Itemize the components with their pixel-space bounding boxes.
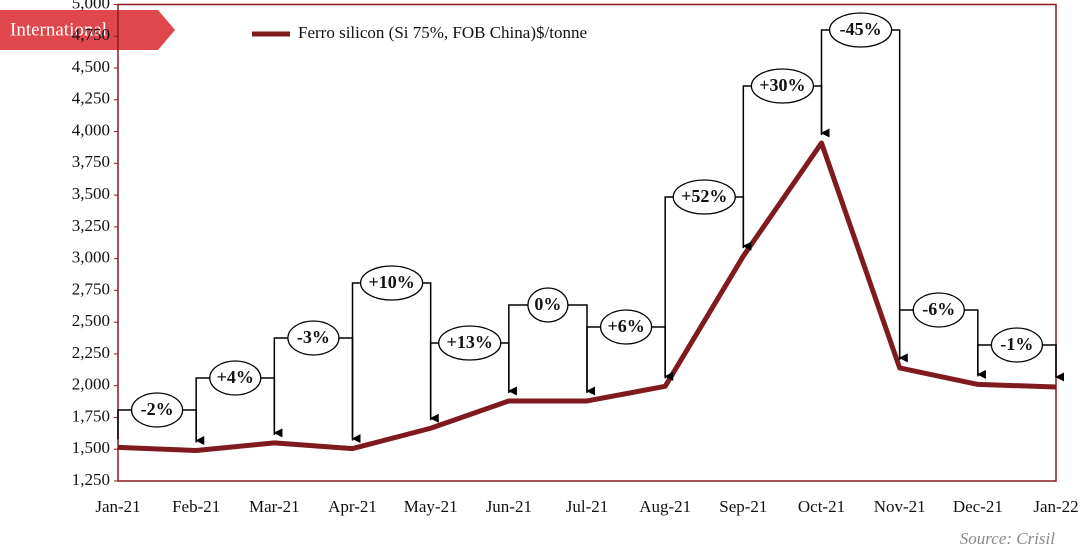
annotation-label: 0% bbox=[534, 294, 561, 314]
y-tick-label: 5,000 bbox=[72, 0, 110, 12]
annotation-label: -1% bbox=[1000, 334, 1033, 354]
annotation-bracket bbox=[664, 196, 752, 379]
y-tick-label: 3,500 bbox=[72, 184, 110, 203]
x-tick-label: Aug-21 bbox=[639, 497, 691, 516]
y-tick-label: 2,750 bbox=[72, 279, 110, 298]
annotation-label: +6% bbox=[607, 316, 644, 336]
badge-bg bbox=[0, 10, 175, 50]
series-line bbox=[117, 140, 1057, 454]
annotation-label: -45% bbox=[840, 19, 882, 39]
y-tick-label: 2,250 bbox=[72, 343, 110, 362]
y-tick-label: 4,500 bbox=[72, 57, 110, 76]
x-tick-label: Mar-21 bbox=[249, 497, 300, 516]
y-tick-label: 1,250 bbox=[72, 470, 110, 489]
annotation-label: +52% bbox=[681, 186, 727, 206]
annotation-oval bbox=[438, 325, 502, 361]
x-tick-label: Jun-21 bbox=[486, 497, 532, 516]
x-tick-label: Dec-21 bbox=[953, 497, 1003, 516]
y-tick-label: 2,000 bbox=[72, 375, 110, 394]
y-tick-label: 3,250 bbox=[72, 216, 110, 235]
annotation-label: -3% bbox=[297, 327, 330, 347]
x-tick-label: Jan-21 bbox=[95, 497, 140, 516]
y-tick-label: 4,750 bbox=[72, 25, 110, 44]
annotation-label: +13% bbox=[447, 332, 493, 352]
x-tick-label: May-21 bbox=[404, 497, 458, 516]
x-tick-label: Sep-21 bbox=[719, 497, 767, 516]
annotation-bracket bbox=[742, 85, 830, 249]
annotation-oval bbox=[287, 320, 340, 356]
x-tick-label: Feb-21 bbox=[172, 497, 220, 516]
annotation-label: -6% bbox=[922, 299, 955, 319]
x-tick-label: Oct-21 bbox=[798, 497, 845, 516]
annotation-label: -2% bbox=[141, 399, 174, 419]
annotation-oval bbox=[912, 292, 965, 328]
annotation-oval bbox=[359, 265, 424, 301]
annotation-label: +4% bbox=[217, 367, 254, 387]
annotation-label: +10% bbox=[368, 272, 414, 292]
badge: International bbox=[10, 19, 107, 40]
annotation-oval bbox=[750, 68, 815, 104]
annotation-bracket bbox=[820, 29, 908, 363]
x-tick-label: Jul-21 bbox=[566, 497, 609, 516]
x-tick-label: Nov-21 bbox=[874, 497, 926, 516]
annotation-oval bbox=[990, 327, 1044, 363]
y-tick-label: 4,000 bbox=[72, 120, 110, 139]
y-tick-label: 3,000 bbox=[72, 248, 110, 267]
x-tick-label: Jan-22 bbox=[1033, 497, 1078, 516]
annotation-oval bbox=[828, 12, 893, 48]
x-tick-label: Apr-21 bbox=[328, 497, 377, 516]
y-tick-label: 2,500 bbox=[72, 311, 110, 330]
y-tick-label: 1,750 bbox=[72, 406, 110, 425]
plot-frame bbox=[117, 3, 1057, 482]
annotation-oval bbox=[130, 392, 184, 428]
y-tick-label: 4,250 bbox=[72, 89, 110, 108]
annotation-oval bbox=[209, 360, 262, 396]
source: Source: Crisil bbox=[960, 529, 1056, 548]
annotation-oval bbox=[672, 179, 736, 215]
y-tick-label: 3,750 bbox=[72, 152, 110, 171]
annotation-oval bbox=[599, 309, 653, 345]
annotation-oval bbox=[527, 287, 569, 323]
annotation-bracket bbox=[351, 282, 439, 441]
y-tick-label: 1,500 bbox=[72, 438, 110, 457]
annotation-label: +30% bbox=[759, 75, 805, 95]
legend-label: Ferro silicon (Si 75%, FOB China)$/tonne bbox=[298, 23, 587, 42]
